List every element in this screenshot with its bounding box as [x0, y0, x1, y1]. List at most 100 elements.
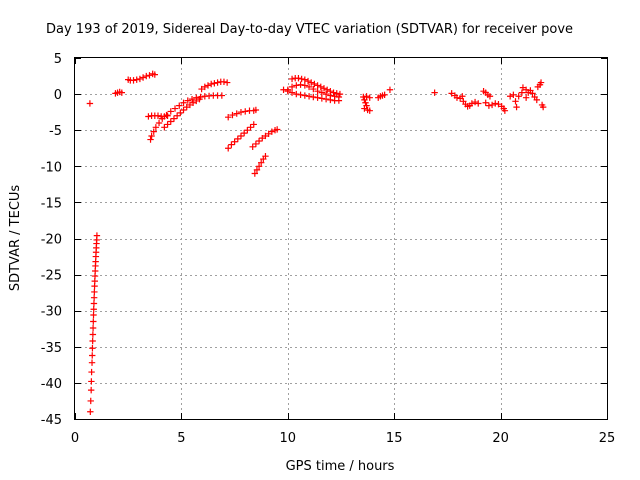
- data-point: [147, 136, 154, 143]
- series-arc-6h: [198, 78, 231, 93]
- data-point: [273, 126, 281, 133]
- data-point: [268, 128, 276, 135]
- data-point: [295, 75, 302, 82]
- data-point: [90, 294, 98, 301]
- data-point: [314, 88, 321, 95]
- y-tick-label: 0: [54, 88, 62, 103]
- x-tick-label: 10: [280, 431, 297, 446]
- data-point: [314, 94, 321, 101]
- plot-frame: [74, 57, 608, 420]
- data-point: [228, 141, 235, 148]
- data-point: [301, 92, 309, 99]
- x-tick-labels: 0 5 10 15 20 25: [71, 431, 615, 446]
- data-point: [361, 96, 368, 104]
- chart-title: Day 193 of 2019, Sidereal Day-to-day VTE…: [46, 22, 573, 37]
- series-arc-2h: [112, 88, 126, 97]
- data-point: [533, 96, 540, 104]
- data-point: [164, 121, 171, 128]
- series-arc-3.8h-long: [147, 92, 226, 143]
- data-point: [89, 331, 97, 338]
- data-point: [229, 111, 236, 119]
- data-point: [87, 397, 94, 405]
- y-tick-label: -5: [49, 124, 62, 139]
- series-arc-7.3h: [225, 106, 260, 121]
- data-point: [218, 92, 226, 99]
- data-point: [211, 80, 218, 87]
- data-point: [250, 121, 257, 128]
- data-point: [86, 100, 94, 107]
- data-point: [173, 112, 181, 119]
- data-point: [244, 127, 251, 134]
- data-point: [381, 91, 388, 99]
- y-tick-label: 5: [54, 52, 62, 67]
- data-point: [89, 337, 96, 345]
- data-point: [90, 306, 97, 313]
- data-point: [237, 108, 245, 116]
- data-point: [150, 128, 157, 135]
- data-point: [196, 95, 203, 103]
- data-point: [171, 105, 179, 112]
- data-point: [152, 124, 160, 131]
- data-point: [170, 115, 178, 122]
- data-point: [515, 93, 522, 100]
- data-point: [90, 300, 98, 307]
- x-axis-label: GPS time / hours: [286, 459, 395, 474]
- data-point: [360, 93, 367, 101]
- data-point: [288, 89, 296, 96]
- data-point: [366, 94, 373, 101]
- data-point: [475, 100, 482, 107]
- data-point: [163, 111, 170, 119]
- data-point: [249, 143, 256, 151]
- data-point: [510, 91, 517, 99]
- data-point: [159, 115, 166, 122]
- series-arc-2.5h: [125, 70, 158, 84]
- data-point: [87, 386, 95, 394]
- y-tick-label: -40: [41, 377, 62, 392]
- series-arc-8.5h: [249, 126, 281, 151]
- data-point: [151, 71, 158, 78]
- data-point: [88, 368, 95, 376]
- x-tick-label: 25: [599, 431, 616, 446]
- data-point: [87, 408, 94, 415]
- data-point: [336, 90, 344, 98]
- data-point: [305, 93, 313, 100]
- x-tick-label: 0: [71, 431, 79, 446]
- y-tick-label: -15: [41, 196, 62, 211]
- data-point: [118, 89, 126, 96]
- data-point: [310, 85, 317, 93]
- y-tick-label: -25: [41, 269, 62, 284]
- data-point: [363, 93, 370, 100]
- y-tick-label: -30: [41, 305, 62, 320]
- data-point: [492, 100, 499, 107]
- data-point: [482, 99, 489, 106]
- data-point: [459, 93, 466, 100]
- data-point: [145, 113, 152, 120]
- data-point: [204, 82, 212, 89]
- data-point: [164, 112, 171, 119]
- series-cluster-20.7h: [506, 79, 547, 111]
- series-cluster-14.3h: [375, 91, 388, 101]
- data-point: [280, 86, 287, 93]
- data-point: [255, 163, 263, 170]
- data-point: [90, 311, 97, 319]
- y-tick-label: -45: [41, 413, 62, 428]
- y-tick-label: -10: [41, 160, 62, 175]
- data-point: [284, 88, 291, 95]
- data-point: [327, 96, 334, 104]
- data-point: [297, 91, 304, 99]
- data-point: [176, 102, 183, 109]
- series-arc-10h-lower: [280, 86, 343, 104]
- data-point: [501, 107, 509, 114]
- data-point: [237, 132, 245, 140]
- data-point: [88, 359, 96, 366]
- data-point: [139, 74, 147, 81]
- data-point: [136, 75, 144, 83]
- data-point: [522, 94, 530, 101]
- data-point: [161, 124, 168, 131]
- data-point: [93, 232, 101, 239]
- data-point: [220, 78, 228, 86]
- y-axis-label: SDTVAR / TECUs: [8, 185, 23, 292]
- data-point: [258, 159, 265, 166]
- data-point: [320, 85, 328, 92]
- y-tick-label: -35: [41, 341, 62, 356]
